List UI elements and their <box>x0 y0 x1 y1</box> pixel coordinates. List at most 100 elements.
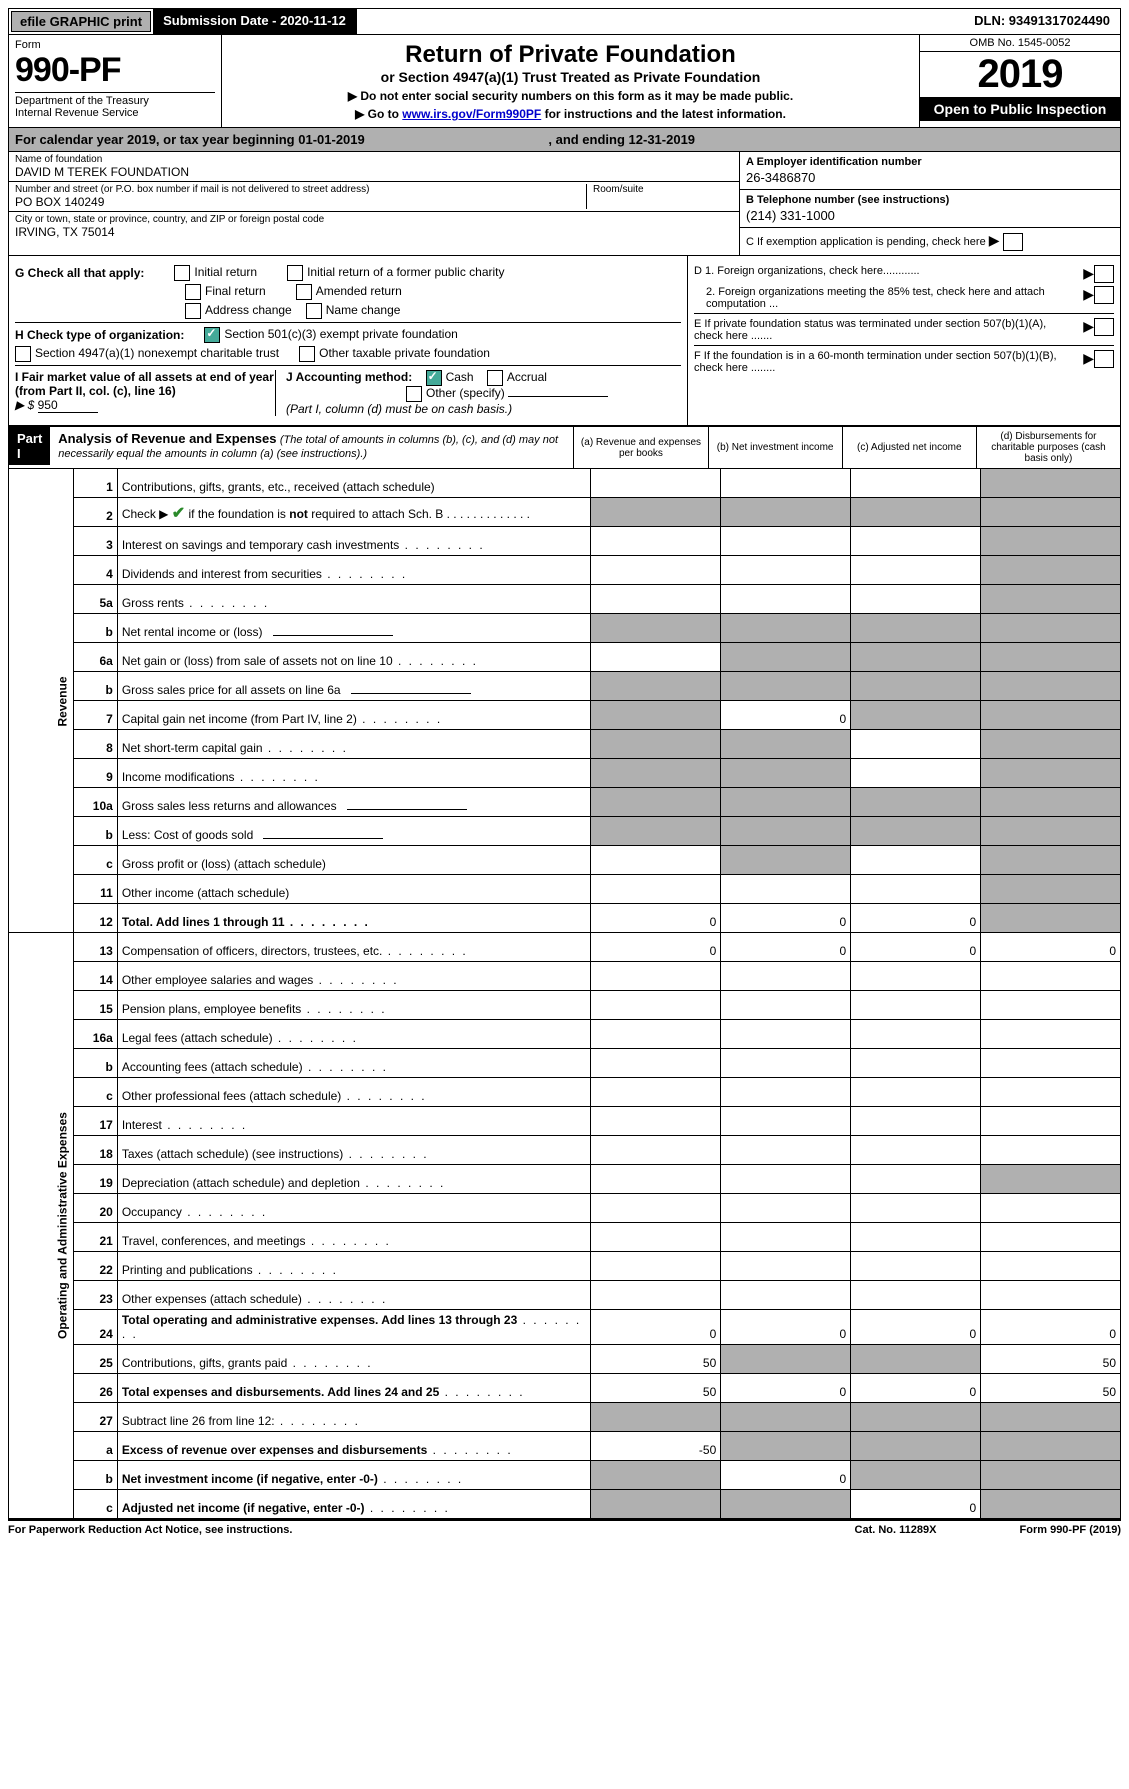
table-row: cGross profit or (loss) (attach schedule… <box>9 846 1121 875</box>
table-row: 18Taxes (attach schedule) (see instructi… <box>9 1136 1121 1165</box>
checkbox-other-method[interactable] <box>406 386 422 402</box>
value-cell <box>981 788 1121 817</box>
address-label: Number and street (or P.O. box number if… <box>15 184 586 195</box>
value-cell: 0 <box>981 933 1121 962</box>
value-cell <box>590 1223 721 1252</box>
form-number: 990-PF <box>15 51 215 90</box>
value-cell <box>590 846 721 875</box>
value-cell <box>981 1078 1121 1107</box>
checkbox-f[interactable] <box>1094 350 1114 368</box>
e-label: E If private foundation status was termi… <box>694 318 1083 342</box>
value-cell <box>851 1252 981 1281</box>
line-number: 23 <box>74 1281 118 1310</box>
ein-label: A Employer identification number <box>746 156 922 168</box>
line-number: 7 <box>74 701 118 730</box>
tax-year: 2019 <box>920 52 1120 97</box>
department-label: Department of the Treasury Internal Reve… <box>15 92 215 119</box>
value-cell <box>721 527 851 556</box>
table-row: 15Pension plans, employee benefits <box>9 991 1121 1020</box>
line-description: Other expenses (attach schedule) <box>117 1281 590 1310</box>
table-row: 11Other income (attach schedule) <box>9 875 1121 904</box>
value-cell <box>851 817 981 846</box>
calendar-year-row: For calendar year 2019, or tax year begi… <box>8 128 1121 152</box>
checkbox-501c3[interactable] <box>204 327 220 343</box>
line-number: 4 <box>74 556 118 585</box>
value-cell <box>721 875 851 904</box>
table-row: 25Contributions, gifts, grants paid5050 <box>9 1345 1121 1374</box>
j-label: J Accounting method: <box>286 370 412 384</box>
value-cell: 0 <box>590 1310 721 1345</box>
value-cell: 0 <box>590 904 721 933</box>
value-cell <box>590 614 721 643</box>
value-cell <box>851 1078 981 1107</box>
line-description: Net short-term capital gain <box>117 730 590 759</box>
checkbox-other-taxable[interactable] <box>299 346 315 362</box>
checkbox-address-change[interactable] <box>185 303 201 319</box>
footer-left: For Paperwork Reduction Act Notice, see … <box>8 1524 292 1536</box>
col-d-header: (d) Disbursements for charitable purpose… <box>976 427 1120 468</box>
checkbox-d1[interactable] <box>1094 265 1114 283</box>
checkbox-initial-return[interactable] <box>174 265 190 281</box>
value-cell <box>851 1136 981 1165</box>
value-cell: 0 <box>721 933 851 962</box>
top-bar: efile GRAPHIC print Submission Date - 20… <box>8 8 1121 35</box>
value-cell <box>590 817 721 846</box>
value-cell <box>590 643 721 672</box>
value-cell <box>721 643 851 672</box>
line-description: Compensation of officers, directors, tru… <box>117 933 590 962</box>
header-left: Form 990-PF Department of the Treasury I… <box>9 35 222 127</box>
table-row: 8Net short-term capital gain <box>9 730 1121 759</box>
checkbox-final-return[interactable] <box>185 284 201 300</box>
value-cell: 50 <box>590 1374 721 1403</box>
value-cell <box>590 498 721 527</box>
checkbox-accrual[interactable] <box>487 370 503 386</box>
checkbox-initial-return-former[interactable] <box>287 265 303 281</box>
value-cell <box>851 759 981 788</box>
value-cell <box>851 585 981 614</box>
foundation-name-label: Name of foundation <box>15 154 733 165</box>
value-cell <box>851 962 981 991</box>
line-description: Gross sales less returns and allowances <box>117 788 590 817</box>
main-table: Revenue1Contributions, gifts, grants, et… <box>8 469 1121 1519</box>
value-cell <box>721 991 851 1020</box>
checkbox-d2[interactable] <box>1094 286 1114 304</box>
line-number: 27 <box>74 1403 118 1432</box>
table-row: 3Interest on savings and temporary cash … <box>9 527 1121 556</box>
line-description: Less: Cost of goods sold <box>117 817 590 846</box>
value-cell <box>981 817 1121 846</box>
value-cell <box>851 1107 981 1136</box>
table-row: 10aGross sales less returns and allowanc… <box>9 788 1121 817</box>
checkbox-amended-return[interactable] <box>296 284 312 300</box>
table-row: 12Total. Add lines 1 through 11000 <box>9 904 1121 933</box>
value-cell <box>981 1136 1121 1165</box>
value-cell <box>851 1165 981 1194</box>
value-cell <box>851 1281 981 1310</box>
checkbox-c[interactable] <box>1003 233 1023 251</box>
checkbox-e[interactable] <box>1094 318 1114 336</box>
table-row: 22Printing and publications <box>9 1252 1121 1281</box>
instruction-2: ▶ Go to www.irs.gov/Form990PF for instru… <box>228 107 913 121</box>
value-cell <box>590 701 721 730</box>
line-description: Other employee salaries and wages <box>117 962 590 991</box>
checkbox-name-change[interactable] <box>306 303 322 319</box>
line-description: Dividends and interest from securities <box>117 556 590 585</box>
value-cell <box>851 875 981 904</box>
efile-print-button[interactable]: efile GRAPHIC print <box>11 11 151 32</box>
checkbox-4947a1[interactable] <box>15 346 31 362</box>
value-cell <box>590 1403 721 1432</box>
value-cell: 0 <box>981 1310 1121 1345</box>
line-number: b <box>74 614 118 643</box>
value-cell <box>851 991 981 1020</box>
line-description: Accounting fees (attach schedule) <box>117 1049 590 1078</box>
value-cell <box>590 1107 721 1136</box>
table-row: bLess: Cost of goods sold <box>9 817 1121 846</box>
line-number: 15 <box>74 991 118 1020</box>
checkbox-cash[interactable] <box>426 370 442 386</box>
value-cell <box>721 614 851 643</box>
form-header: Form 990-PF Department of the Treasury I… <box>8 35 1121 128</box>
i-label: I Fair market value of all assets at end… <box>15 370 274 398</box>
irs-link[interactable]: www.irs.gov/Form990PF <box>402 107 541 121</box>
line-description: Capital gain net income (from Part IV, l… <box>117 701 590 730</box>
value-cell <box>721 1252 851 1281</box>
line-description: Other professional fees (attach schedule… <box>117 1078 590 1107</box>
